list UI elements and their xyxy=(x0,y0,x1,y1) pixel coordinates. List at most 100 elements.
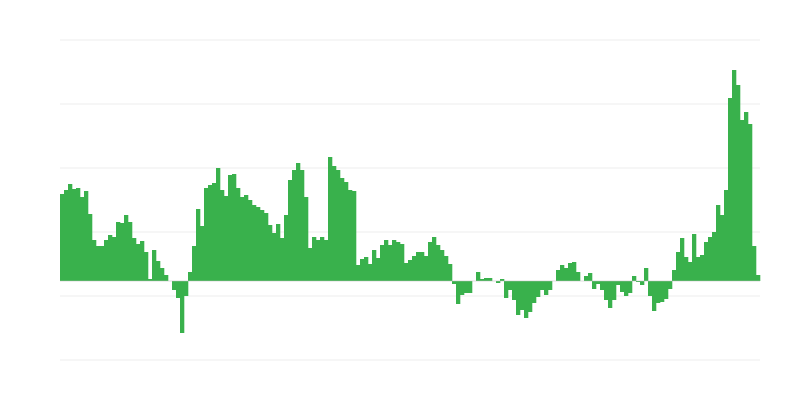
bar xyxy=(420,252,425,281)
bar xyxy=(656,281,661,303)
bar xyxy=(680,238,685,281)
bar xyxy=(480,279,485,281)
bar xyxy=(716,205,721,281)
bar xyxy=(304,197,309,281)
bar xyxy=(444,256,449,281)
bar xyxy=(76,188,81,281)
bar xyxy=(576,272,581,281)
bar xyxy=(704,242,709,281)
bar xyxy=(108,235,113,281)
bar xyxy=(684,257,689,281)
bar xyxy=(628,281,633,293)
bar xyxy=(744,112,749,281)
bar xyxy=(332,166,337,281)
bar xyxy=(360,259,365,281)
bar xyxy=(648,281,653,296)
bar xyxy=(192,246,197,281)
bar xyxy=(720,215,725,281)
bar xyxy=(248,200,253,281)
bar xyxy=(436,245,441,281)
bar xyxy=(428,242,433,281)
bar xyxy=(712,232,717,281)
bar xyxy=(612,281,617,300)
bar xyxy=(144,252,149,281)
bar xyxy=(260,210,265,281)
bar xyxy=(128,222,133,281)
bar xyxy=(308,248,313,281)
bar xyxy=(164,275,169,281)
bar xyxy=(232,174,237,281)
bar xyxy=(572,262,577,281)
bar xyxy=(536,281,541,297)
bar xyxy=(280,238,285,281)
bar xyxy=(592,281,597,289)
bar xyxy=(488,278,493,281)
bar xyxy=(460,281,465,295)
bar xyxy=(272,233,277,281)
bar xyxy=(132,238,137,281)
bar xyxy=(120,223,125,281)
bar xyxy=(124,215,129,281)
bar xyxy=(288,180,293,281)
bar xyxy=(584,276,589,281)
bar xyxy=(544,281,549,295)
bar xyxy=(152,250,157,281)
bar xyxy=(676,252,681,281)
bar xyxy=(72,189,77,281)
bar xyxy=(448,264,453,281)
bar xyxy=(440,250,445,281)
bar xyxy=(728,98,733,281)
bar xyxy=(456,281,461,304)
bar xyxy=(696,257,701,281)
bar xyxy=(736,85,741,281)
bar xyxy=(60,194,65,281)
bar xyxy=(692,234,697,281)
bar xyxy=(188,272,193,281)
bar xyxy=(368,264,373,281)
bar xyxy=(724,190,729,281)
bar xyxy=(148,279,153,281)
bar xyxy=(640,281,645,285)
bar xyxy=(608,281,613,308)
bar xyxy=(596,281,601,284)
bar xyxy=(424,256,429,281)
bar xyxy=(636,281,641,282)
bar xyxy=(400,244,405,281)
bar xyxy=(240,197,245,281)
bar xyxy=(276,224,281,281)
bar xyxy=(528,281,533,312)
bar xyxy=(564,268,569,281)
bar xyxy=(116,222,121,281)
bar xyxy=(652,281,657,311)
bar xyxy=(268,225,273,281)
bar xyxy=(380,245,385,281)
bar xyxy=(508,281,513,290)
bar xyxy=(540,281,545,290)
bar xyxy=(388,245,393,281)
bar xyxy=(476,272,481,281)
bar xyxy=(688,262,693,281)
bar xyxy=(700,255,705,281)
bar xyxy=(512,281,517,300)
bar xyxy=(264,213,269,281)
bar xyxy=(616,281,621,285)
bar xyxy=(364,257,369,281)
bar xyxy=(112,237,117,281)
bar xyxy=(632,276,637,281)
bar xyxy=(324,240,329,281)
bar xyxy=(560,265,565,281)
bar xyxy=(228,175,233,281)
bar xyxy=(160,268,165,281)
bar xyxy=(356,265,361,281)
bar xyxy=(404,263,409,281)
bar xyxy=(504,281,509,298)
bar xyxy=(548,281,553,290)
bar xyxy=(756,275,761,281)
bar xyxy=(384,240,389,281)
bar xyxy=(184,281,189,296)
bar xyxy=(312,237,317,281)
bar xyxy=(740,120,745,281)
bar xyxy=(672,270,677,281)
bar xyxy=(708,237,713,281)
